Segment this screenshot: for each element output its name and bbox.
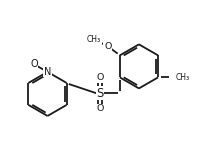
Text: O: O: [96, 73, 104, 82]
Text: O: O: [96, 104, 104, 113]
Text: CH₃: CH₃: [87, 35, 101, 44]
Text: CH₃: CH₃: [176, 73, 190, 82]
Text: S: S: [97, 87, 104, 100]
Text: O: O: [104, 42, 111, 51]
Text: O: O: [30, 59, 38, 69]
Text: N: N: [44, 67, 51, 77]
